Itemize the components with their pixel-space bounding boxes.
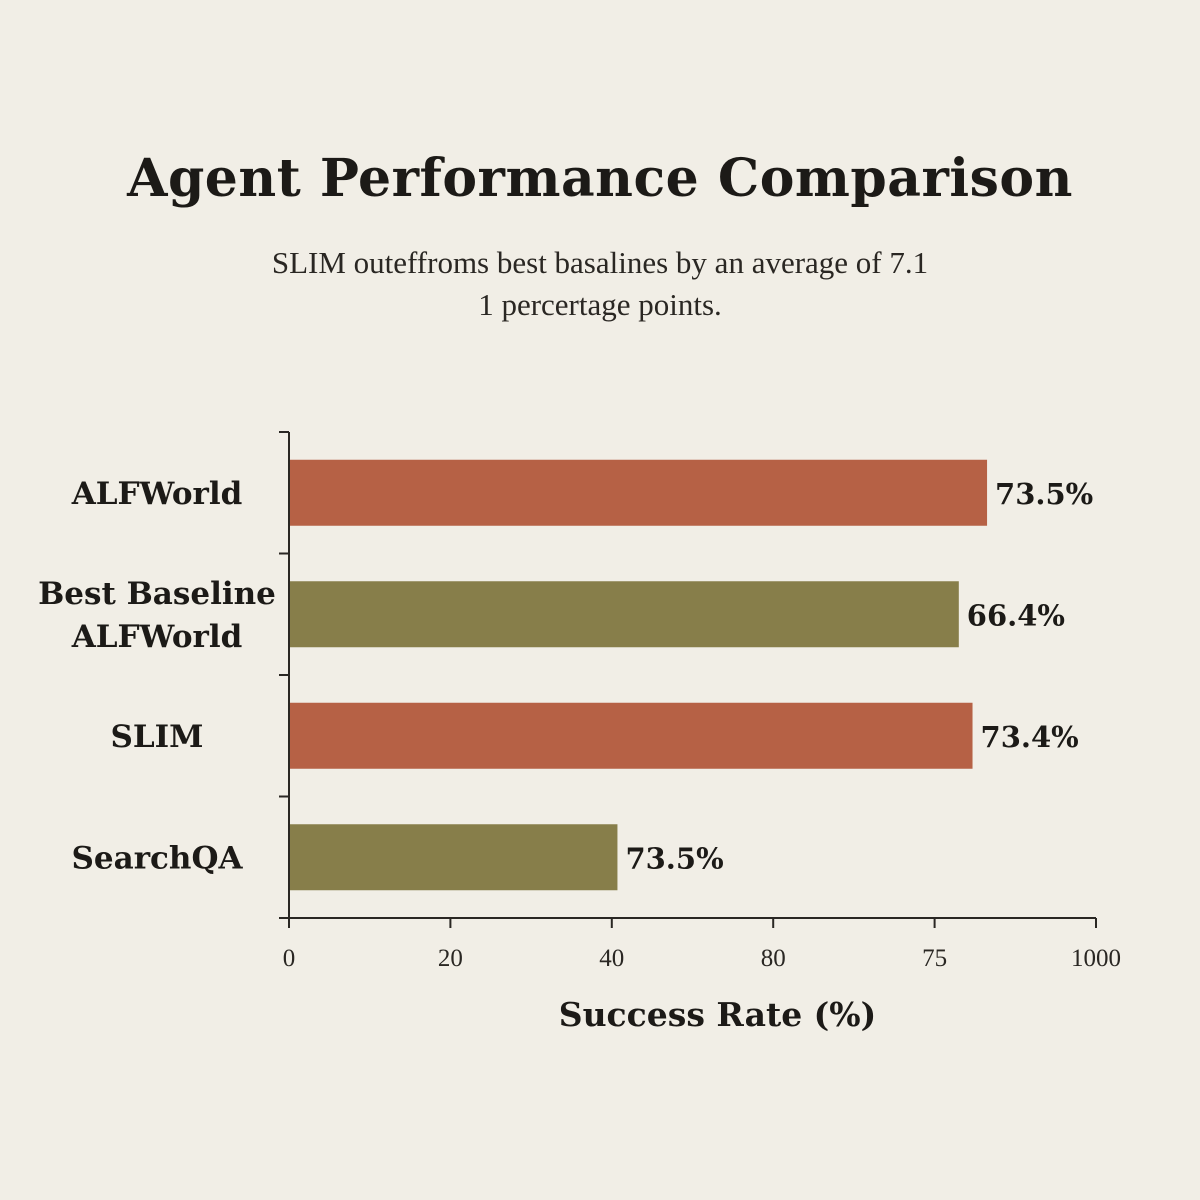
category-label: Best Baseline [38,576,276,612]
x-axis-title: Success Rate (%) [559,995,877,1034]
x-tick-label: 80 [761,945,786,972]
x-tick-label: 75 [922,945,947,972]
bar-value-label: 73.5% [625,841,723,875]
x-tick-label: 20 [438,945,463,972]
x-tick-label: 0 [283,945,296,972]
x-tick-label: 1000 [1071,945,1121,972]
category-label: SearchQA [72,840,244,876]
bar [290,702,973,769]
chart-subtitle: SLIM outeffroms best basalines by an ave… [150,242,1050,326]
x-tick-label: 40 [599,945,624,972]
chart-title: Agent Performance Comparison [127,148,1073,209]
bar [290,581,959,648]
bar-value-label: 73.5% [995,477,1093,511]
category-label: ALFWorld [71,619,243,655]
category-label: SLIM [111,719,204,755]
subtitle-line-2: 1 percertage points. [478,287,722,322]
subtitle-line-1: SLIM outeffroms best basalines by an ave… [271,245,929,280]
bar-value-label: 66.4% [967,598,1065,632]
bar-value-label: 73.4% [981,720,1079,754]
bar [290,459,988,526]
bar [290,824,618,891]
category-label: ALFWorld [71,476,243,512]
